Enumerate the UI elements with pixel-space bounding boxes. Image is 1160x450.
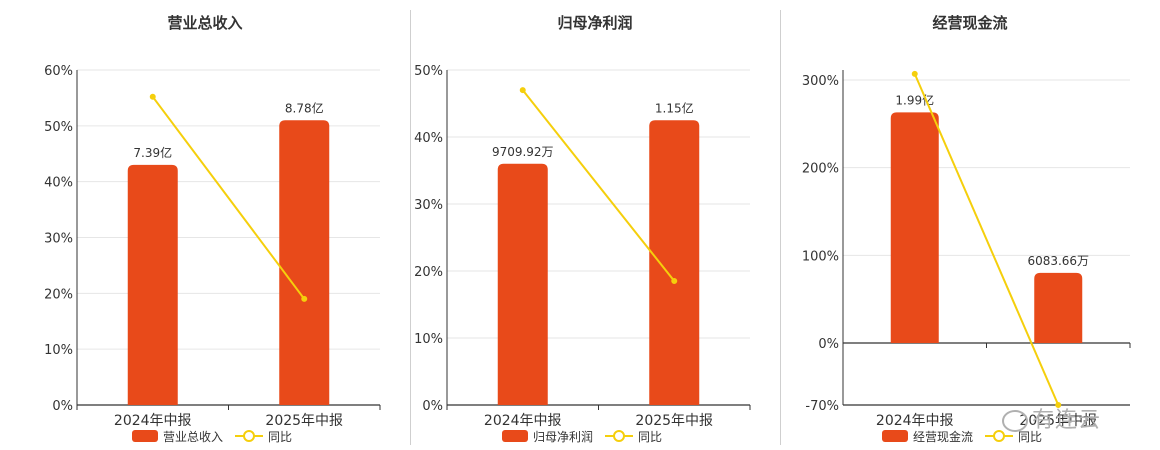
bar xyxy=(127,164,178,405)
x-tick-label: 2025年中报 xyxy=(1019,413,1097,429)
legend-line-label: 同比 xyxy=(268,430,292,444)
y-tick-label: 20% xyxy=(44,287,73,302)
legend-line-marker xyxy=(993,430,1005,442)
chart-panel-net-profit: 归母净利润 0% 10% 20% 30% 40% 50% 9709.92万 2024年中报 1.… xyxy=(410,0,780,450)
chart-panel-revenue: 营业总收入 0% 10% 20% 30% 40% 50% 60% 7.39亿 2024年中报 8.… xyxy=(0,0,410,450)
x-tick-label: 2025年中报 xyxy=(265,413,343,429)
legend-bar-label: 归母净利润 xyxy=(533,430,593,444)
watermark-logo-icon xyxy=(1002,410,1028,432)
bar-data-label: 6083.66万 xyxy=(1027,254,1089,268)
y-tick-label: 0% xyxy=(818,337,839,352)
yoy-point xyxy=(301,295,308,302)
bar-data-label: 7.39亿 xyxy=(133,145,172,160)
bar-data-label: 1.15亿 xyxy=(655,100,694,115)
chart-title: 归母净利润 xyxy=(557,14,633,32)
y-tick-label: 20% xyxy=(414,265,443,280)
y-tick-label: -70% xyxy=(805,399,839,414)
x-tick-label: 2024年中报 xyxy=(876,413,954,429)
y-tick-label: 300% xyxy=(802,74,839,89)
bar xyxy=(890,112,939,343)
legend-bar-label: 经营现金流 xyxy=(913,429,973,444)
bar xyxy=(279,120,330,405)
yoy-point xyxy=(671,278,678,285)
chart-svg: 0% 10% 20% 30% 40% 50% 60% 7.39亿 2024年中报 8.78亿 202… xyxy=(44,64,381,444)
bar xyxy=(497,163,548,405)
x-tick-label: 2024年中报 xyxy=(484,413,562,429)
y-tick-label: 100% xyxy=(802,249,839,264)
x-tick-label: 2025年中报 xyxy=(635,413,713,429)
y-tick-label: 60% xyxy=(44,64,73,79)
legend-bar-label: 营业总收入 xyxy=(163,430,223,444)
divider xyxy=(780,10,781,445)
yoy-point xyxy=(1055,402,1062,408)
legend-line-label: 同比 xyxy=(1018,430,1042,444)
bar-data-label: 8.78亿 xyxy=(285,100,324,115)
y-tick-label: 30% xyxy=(44,232,73,247)
x-tick-label: 2024年中报 xyxy=(114,413,192,429)
legend-bar-swatch xyxy=(882,430,908,442)
yoy-line xyxy=(151,96,306,300)
legend-bar-swatch xyxy=(502,430,528,442)
divider xyxy=(410,10,411,445)
chart-title: 经营现金流 xyxy=(932,14,1008,32)
legend-line-marker xyxy=(613,430,625,442)
chart-svg: -70%0%100%200%300%1.99亿2024年中报6083.66万20… xyxy=(802,70,1131,444)
watermark: 有连云 xyxy=(1002,402,1101,434)
bar xyxy=(1034,272,1083,343)
y-tick-label: 200% xyxy=(802,162,839,177)
y-tick-label: 50% xyxy=(44,120,73,135)
y-tick-label: 40% xyxy=(414,131,443,146)
y-tick-label: 10% xyxy=(414,332,443,347)
yoy-point xyxy=(149,93,156,100)
chart-title: 营业总收入 xyxy=(167,14,243,32)
chart-panel-cash-flow: 经营现金流 -70% 0% 100% 200% 300% 1.99亿 2024年中报 6083… xyxy=(780,0,1160,450)
yoy-point xyxy=(519,87,526,94)
watermark-text: 有连云 xyxy=(1032,408,1102,433)
y-tick-label: 10% xyxy=(44,343,73,358)
bar xyxy=(649,120,700,405)
yoy-line xyxy=(521,89,676,282)
yoy-line xyxy=(913,73,1060,406)
y-tick-label: 50% xyxy=(414,64,443,79)
yoy-point xyxy=(911,70,918,77)
chart-svg: 0% 10% 20% 30% 40% 50% 9709.92万 2024年中报 1.15亿 202… xyxy=(414,64,751,444)
y-tick-label: 0% xyxy=(52,399,73,414)
bar-data-label: 9709.92万 xyxy=(492,145,554,159)
legend-bar-swatch xyxy=(132,430,158,442)
y-tick-label: 30% xyxy=(414,198,443,213)
legend-line-marker xyxy=(243,430,255,442)
y-tick-label: 40% xyxy=(44,176,73,191)
legend-line-label: 同比 xyxy=(638,430,662,444)
y-tick-label: 0% xyxy=(422,399,443,414)
